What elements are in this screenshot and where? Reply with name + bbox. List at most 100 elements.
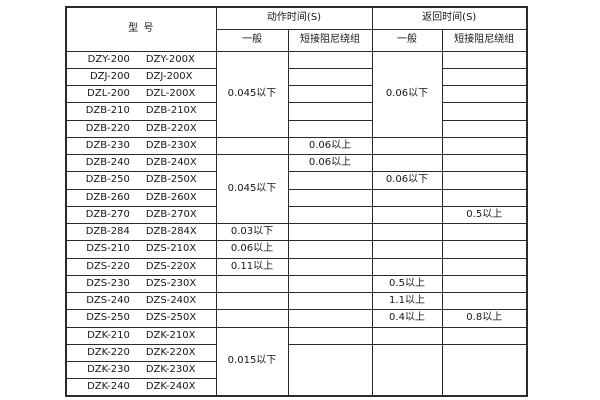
cell-return-general: 0.4以上 bbox=[371, 309, 443, 328]
cell-action-damping bbox=[287, 84, 373, 104]
model-a: DZK-220 bbox=[87, 346, 130, 358]
cell-model: DZK-230 DZK-230X bbox=[65, 360, 217, 380]
cell-model: DZY-200 DZY-200X bbox=[65, 50, 217, 69]
table-body: DZY-200 DZY-200X 0.045以下 0.06以下 DZJ-200 DZ… bbox=[65, 50, 528, 397]
model-b: DZS-210X bbox=[145, 243, 197, 255]
model-a: DZL-200 bbox=[87, 88, 130, 100]
table-row: DZB-220 DZB-220X bbox=[65, 119, 528, 138]
table-row: DZY-200 DZY-200X 0.045以下 0.06以下 bbox=[65, 50, 528, 138]
model-b: DZS-230X bbox=[145, 277, 197, 289]
cell-model: DZS-230 DZS-230X bbox=[65, 274, 217, 294]
cell-action-damping bbox=[287, 171, 373, 190]
table-row: DZK-210 DZK-210X 0.015以下 bbox=[65, 326, 528, 397]
cell-model: DZS-250 DZS-250X bbox=[65, 309, 217, 328]
model-a: DZS-250 bbox=[86, 312, 130, 324]
table-row: DZS-230 DZS-230X 0.5以上 bbox=[65, 274, 528, 294]
cell-return-damping bbox=[441, 171, 528, 190]
cell-model: DZB-240 DZB-240X bbox=[65, 153, 217, 173]
model-a: DZS-210 bbox=[86, 243, 130, 255]
model-a: DZB-250 bbox=[85, 174, 130, 186]
cell-action-damping bbox=[287, 50, 373, 69]
table-row: DZS-210 DZS-210X 0.06以上 bbox=[65, 240, 528, 259]
cell-action-damping bbox=[287, 343, 373, 397]
model-b: DZB-210X bbox=[145, 105, 197, 117]
header-model: 型 号 bbox=[65, 6, 217, 52]
model-a: DZB-230 bbox=[85, 139, 130, 151]
model-b: DZS-250X bbox=[145, 312, 197, 324]
cell-action-damping bbox=[287, 188, 373, 207]
table-row: DZK-220 DZK-220X bbox=[65, 343, 528, 397]
model-a: DZB-284 bbox=[85, 226, 130, 238]
table-row: DZB-260 DZB-260X bbox=[65, 188, 528, 207]
cell-action-damping bbox=[287, 291, 373, 311]
cell-model: DZK-210 DZK-210X bbox=[65, 326, 217, 345]
cell-return-general bbox=[371, 153, 443, 173]
cell-return-general bbox=[371, 136, 443, 156]
model-b: DZS-240X bbox=[145, 295, 197, 307]
table-row: DZK-240 DZK-240X bbox=[65, 378, 527, 397]
cell-return-damping bbox=[441, 84, 528, 104]
cell-return-damping bbox=[441, 291, 528, 311]
cell-action-general bbox=[215, 274, 289, 294]
model-a: DZB-270 bbox=[85, 208, 130, 220]
cell-action-damping bbox=[287, 326, 373, 345]
model-a: DZK-210 bbox=[87, 329, 130, 341]
model-b: DZB-240X bbox=[145, 157, 197, 169]
cell-model: DZS-240 DZS-240X bbox=[65, 291, 217, 311]
model-b: DZB-260X bbox=[145, 191, 197, 203]
cell-action-general: 0.045以下 bbox=[215, 154, 289, 224]
header-return-damping: 短接阻尼绕组 bbox=[441, 28, 528, 52]
table-row: DZJ-200 DZJ-200X bbox=[65, 67, 528, 87]
table-row: DZB-270 DZB-270X 0.5以上 bbox=[65, 205, 528, 225]
cell-action-general: 0.11以上 bbox=[215, 257, 289, 276]
model-b: DZB-250X bbox=[145, 174, 197, 186]
cell-return-damping bbox=[441, 67, 528, 87]
model-b: DZB-230X bbox=[145, 139, 197, 151]
cell-return-damping bbox=[441, 188, 528, 207]
table-row: DZB-284 DZB-284X 0.03以下 bbox=[65, 222, 528, 242]
table-row: DZB-210 DZB-210X bbox=[65, 102, 528, 121]
model-b: DZK-230X bbox=[145, 364, 196, 376]
model-b: DZK-240X bbox=[145, 381, 196, 393]
model-a: DZJ-200 bbox=[89, 70, 130, 82]
cell-action-general: 0.03以下 bbox=[215, 222, 289, 242]
header-action-time: 动作时间(S) bbox=[215, 6, 373, 30]
model-a: DZB-260 bbox=[85, 191, 130, 203]
cell-return-general bbox=[371, 343, 443, 397]
cell-model: DZB-260 DZB-260X bbox=[65, 188, 217, 207]
cell-action-damping bbox=[287, 222, 373, 242]
cell-model: DZJ-200 DZJ-200X bbox=[65, 67, 217, 87]
header-return-time: 返回时间(S) bbox=[371, 6, 528, 30]
table-row: DZB-230 DZB-230X 0.06以上 bbox=[65, 136, 528, 156]
cell-return-damping bbox=[441, 153, 528, 173]
model-a: DZK-230 bbox=[87, 364, 130, 376]
model-b: DZK-220X bbox=[145, 346, 196, 358]
cell-return-damping bbox=[441, 343, 528, 397]
cell-action-general bbox=[215, 136, 289, 156]
cell-action-damping bbox=[287, 205, 373, 225]
model-a: DZB-240 bbox=[85, 157, 130, 169]
table-row: DZL-200 DZL-200X bbox=[65, 84, 528, 104]
cell-action-damping: 0.06以上 bbox=[287, 136, 373, 156]
cell-model: DZB-284 DZB-284X bbox=[65, 222, 217, 242]
table-row: DZK-230 DZK-230X bbox=[65, 360, 527, 380]
cell-action-general: 0.045以下 bbox=[215, 50, 289, 138]
cell-action-damping bbox=[287, 102, 373, 121]
cell-return-damping bbox=[441, 240, 528, 259]
cell-model: DZB-250 DZB-250X bbox=[65, 171, 217, 190]
model-b: DZL-200X bbox=[145, 88, 196, 100]
cell-return-general: 0.06以下 bbox=[371, 171, 443, 190]
model-a: DZK-240 bbox=[87, 381, 130, 393]
cell-action-general bbox=[215, 309, 289, 328]
cell-return-damping bbox=[441, 50, 528, 69]
model-a: DZS-220 bbox=[86, 260, 130, 272]
model-b: DZB-220X bbox=[145, 122, 197, 134]
cell-return-general bbox=[371, 257, 443, 276]
cell-return-damping bbox=[441, 222, 528, 242]
cell-return-damping bbox=[441, 102, 528, 121]
cell-return-general: 0.5以上 bbox=[371, 274, 443, 294]
cell-return-general bbox=[371, 326, 443, 345]
cell-action-damping bbox=[287, 309, 373, 328]
cell-model: DZK-220 DZK-220X bbox=[65, 343, 217, 363]
model-a: DZS-230 bbox=[86, 277, 130, 289]
